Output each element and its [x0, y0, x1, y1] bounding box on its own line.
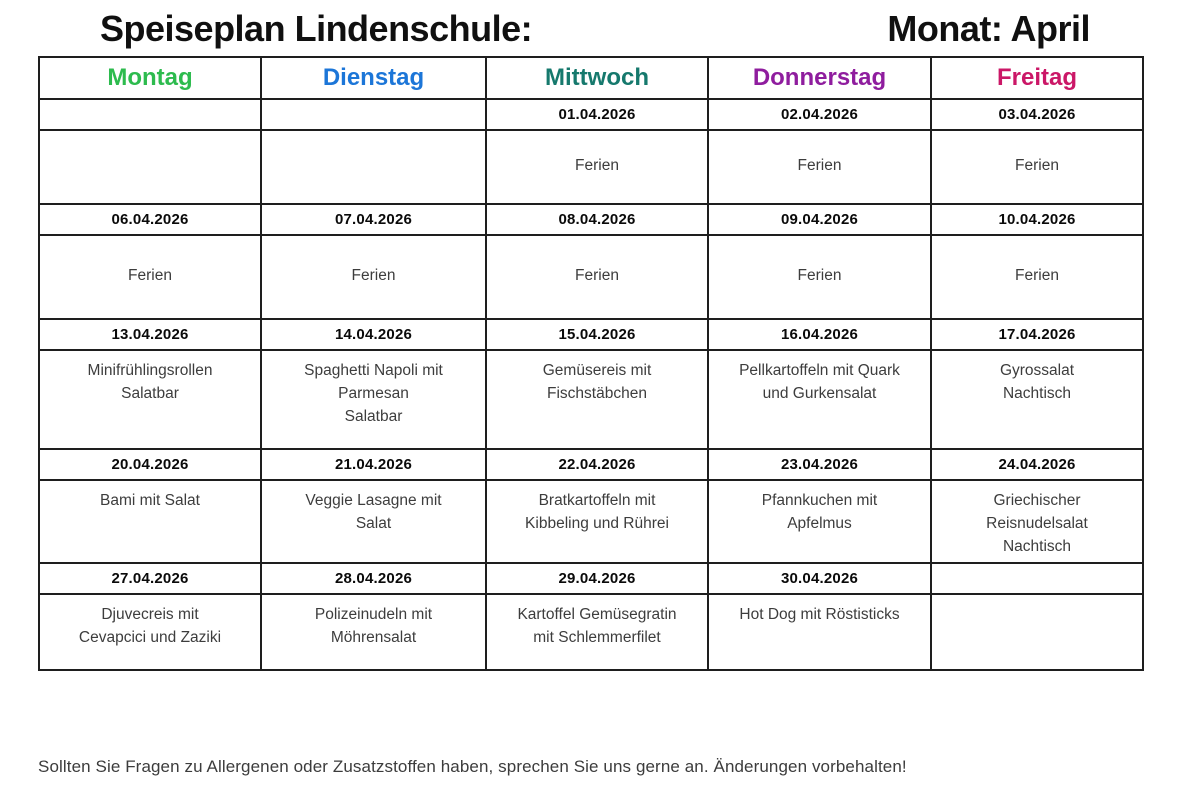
meal-cell: Ferien — [485, 234, 709, 320]
date-cell: 09.04.2026 — [707, 203, 932, 236]
date-cell: 14.04.2026 — [260, 318, 487, 351]
week-2-meal-row: Ferien Ferien Ferien Ferien Ferien — [38, 234, 1144, 320]
date-cell: 02.04.2026 — [707, 98, 932, 131]
date-cell: 28.04.2026 — [260, 562, 487, 595]
date-cell: 22.04.2026 — [485, 448, 709, 481]
day-header-freitag: Freitag — [930, 56, 1144, 100]
meal-cell: Bratkartoffeln mit Kibbeling und Rührei — [485, 479, 709, 564]
meal-cell: Ferien — [930, 129, 1144, 205]
week-1-date-row: 01.04.2026 02.04.2026 03.04.2026 — [38, 98, 1144, 131]
page-title: Speiseplan Lindenschule: — [100, 8, 533, 49]
week-3-date-row: 13.04.2026 14.04.2026 15.04.2026 16.04.2026… — [38, 318, 1144, 351]
meal-cell: Spaghetti Napoli mit Parmesan Salatbar — [260, 349, 487, 450]
meal-cell: Ferien — [485, 129, 709, 205]
week-4-date-row: 20.04.2026 21.04.2026 22.04.2026 23.04.2026… — [38, 448, 1144, 481]
meal-cell: Griechischer Reisnudelsalat Nachtisch — [930, 479, 1144, 564]
meal-cell: Veggie Lasagne mit Salat — [260, 479, 487, 564]
allergen-note: Sollten Sie Fragen zu Allergenen oder Zu… — [38, 757, 907, 776]
meal-cell: Gyrossalat Nachtisch — [930, 349, 1144, 450]
meal-cell: Hot Dog mit Röstisticks — [707, 593, 932, 671]
date-cell: 13.04.2026 — [38, 318, 262, 351]
meal-cell: Ferien — [38, 234, 262, 320]
week-5-date-row: 27.04.2026 28.04.2026 29.04.2026 30.04.2026 — [38, 562, 1144, 595]
date-cell: 15.04.2026 — [485, 318, 709, 351]
title-row: Speiseplan Lindenschule: Monat: April — [0, 0, 1180, 56]
date-cell: 20.04.2026 — [38, 448, 262, 481]
meal-cell: Minifrühlingsrollen Salatbar — [38, 349, 262, 450]
date-cell: 21.04.2026 — [260, 448, 487, 481]
day-header-row: Montag Dienstag Mittwoch Donnerstag Freitag — [38, 56, 1144, 100]
date-cell: 08.04.2026 — [485, 203, 709, 236]
date-cell: 01.04.2026 — [485, 98, 709, 131]
meal-plan-table: Montag Dienstag Mittwoch Donnerstag Freitag … — [38, 56, 1144, 671]
meal-cell: Kartoffel Gemüsegratin mit Schlemmerfile… — [485, 593, 709, 671]
date-cell: 03.04.2026 — [930, 98, 1144, 131]
meal-cell: Polizeinudeln mit Möhrensalat — [260, 593, 487, 671]
date-cell — [930, 562, 1144, 595]
day-header-donnerstag: Donnerstag — [707, 56, 932, 100]
date-cell: 30.04.2026 — [707, 562, 932, 595]
day-header-montag: Montag — [38, 56, 262, 100]
week-4-meal-row: Bami mit Salat Veggie Lasagne mit Salat Br… — [38, 479, 1144, 564]
date-cell: 10.04.2026 — [930, 203, 1144, 236]
week-2-date-row: 06.04.2026 07.04.2026 08.04.2026 09.04.2026… — [38, 203, 1144, 236]
date-cell: 07.04.2026 — [260, 203, 487, 236]
meal-cell — [38, 129, 262, 205]
date-cell: 17.04.2026 — [930, 318, 1144, 351]
date-cell: 06.04.2026 — [38, 203, 262, 236]
date-cell — [260, 98, 487, 131]
day-header-mittwoch: Mittwoch — [485, 56, 709, 100]
day-header-dienstag: Dienstag — [260, 56, 487, 100]
meal-cell — [260, 129, 487, 205]
meal-cell: Ferien — [260, 234, 487, 320]
meal-cell: Gemüsereis mit Fischstäbchen — [485, 349, 709, 450]
date-cell: 29.04.2026 — [485, 562, 709, 595]
week-1-meal-row: Ferien Ferien Ferien — [38, 129, 1144, 205]
date-cell: 27.04.2026 — [38, 562, 262, 595]
meal-cell: Ferien — [930, 234, 1144, 320]
date-cell: 23.04.2026 — [707, 448, 932, 481]
meal-plan-body: 01.04.2026 02.04.2026 03.04.2026 Ferien Feri… — [38, 98, 1144, 671]
date-cell: 16.04.2026 — [707, 318, 932, 351]
meal-cell — [930, 593, 1144, 671]
month-title: Monat: April — [887, 8, 1090, 49]
meal-cell: Bami mit Salat — [38, 479, 262, 564]
date-cell — [38, 98, 262, 131]
meal-cell: Ferien — [707, 234, 932, 320]
meal-cell: Pellkartoffeln mit Quark und Gurkensalat — [707, 349, 932, 450]
week-5-meal-row: Djuvecreis mit Cevapcici und Zaziki Poliz… — [38, 593, 1144, 671]
week-3-meal-row: Minifrühlingsrollen Salatbar Spaghetti Na… — [38, 349, 1144, 450]
date-cell: 24.04.2026 — [930, 448, 1144, 481]
meal-cell: Ferien — [707, 129, 932, 205]
meal-cell: Djuvecreis mit Cevapcici und Zaziki — [38, 593, 262, 671]
meal-cell: Pfannkuchen mit Apfelmus — [707, 479, 932, 564]
